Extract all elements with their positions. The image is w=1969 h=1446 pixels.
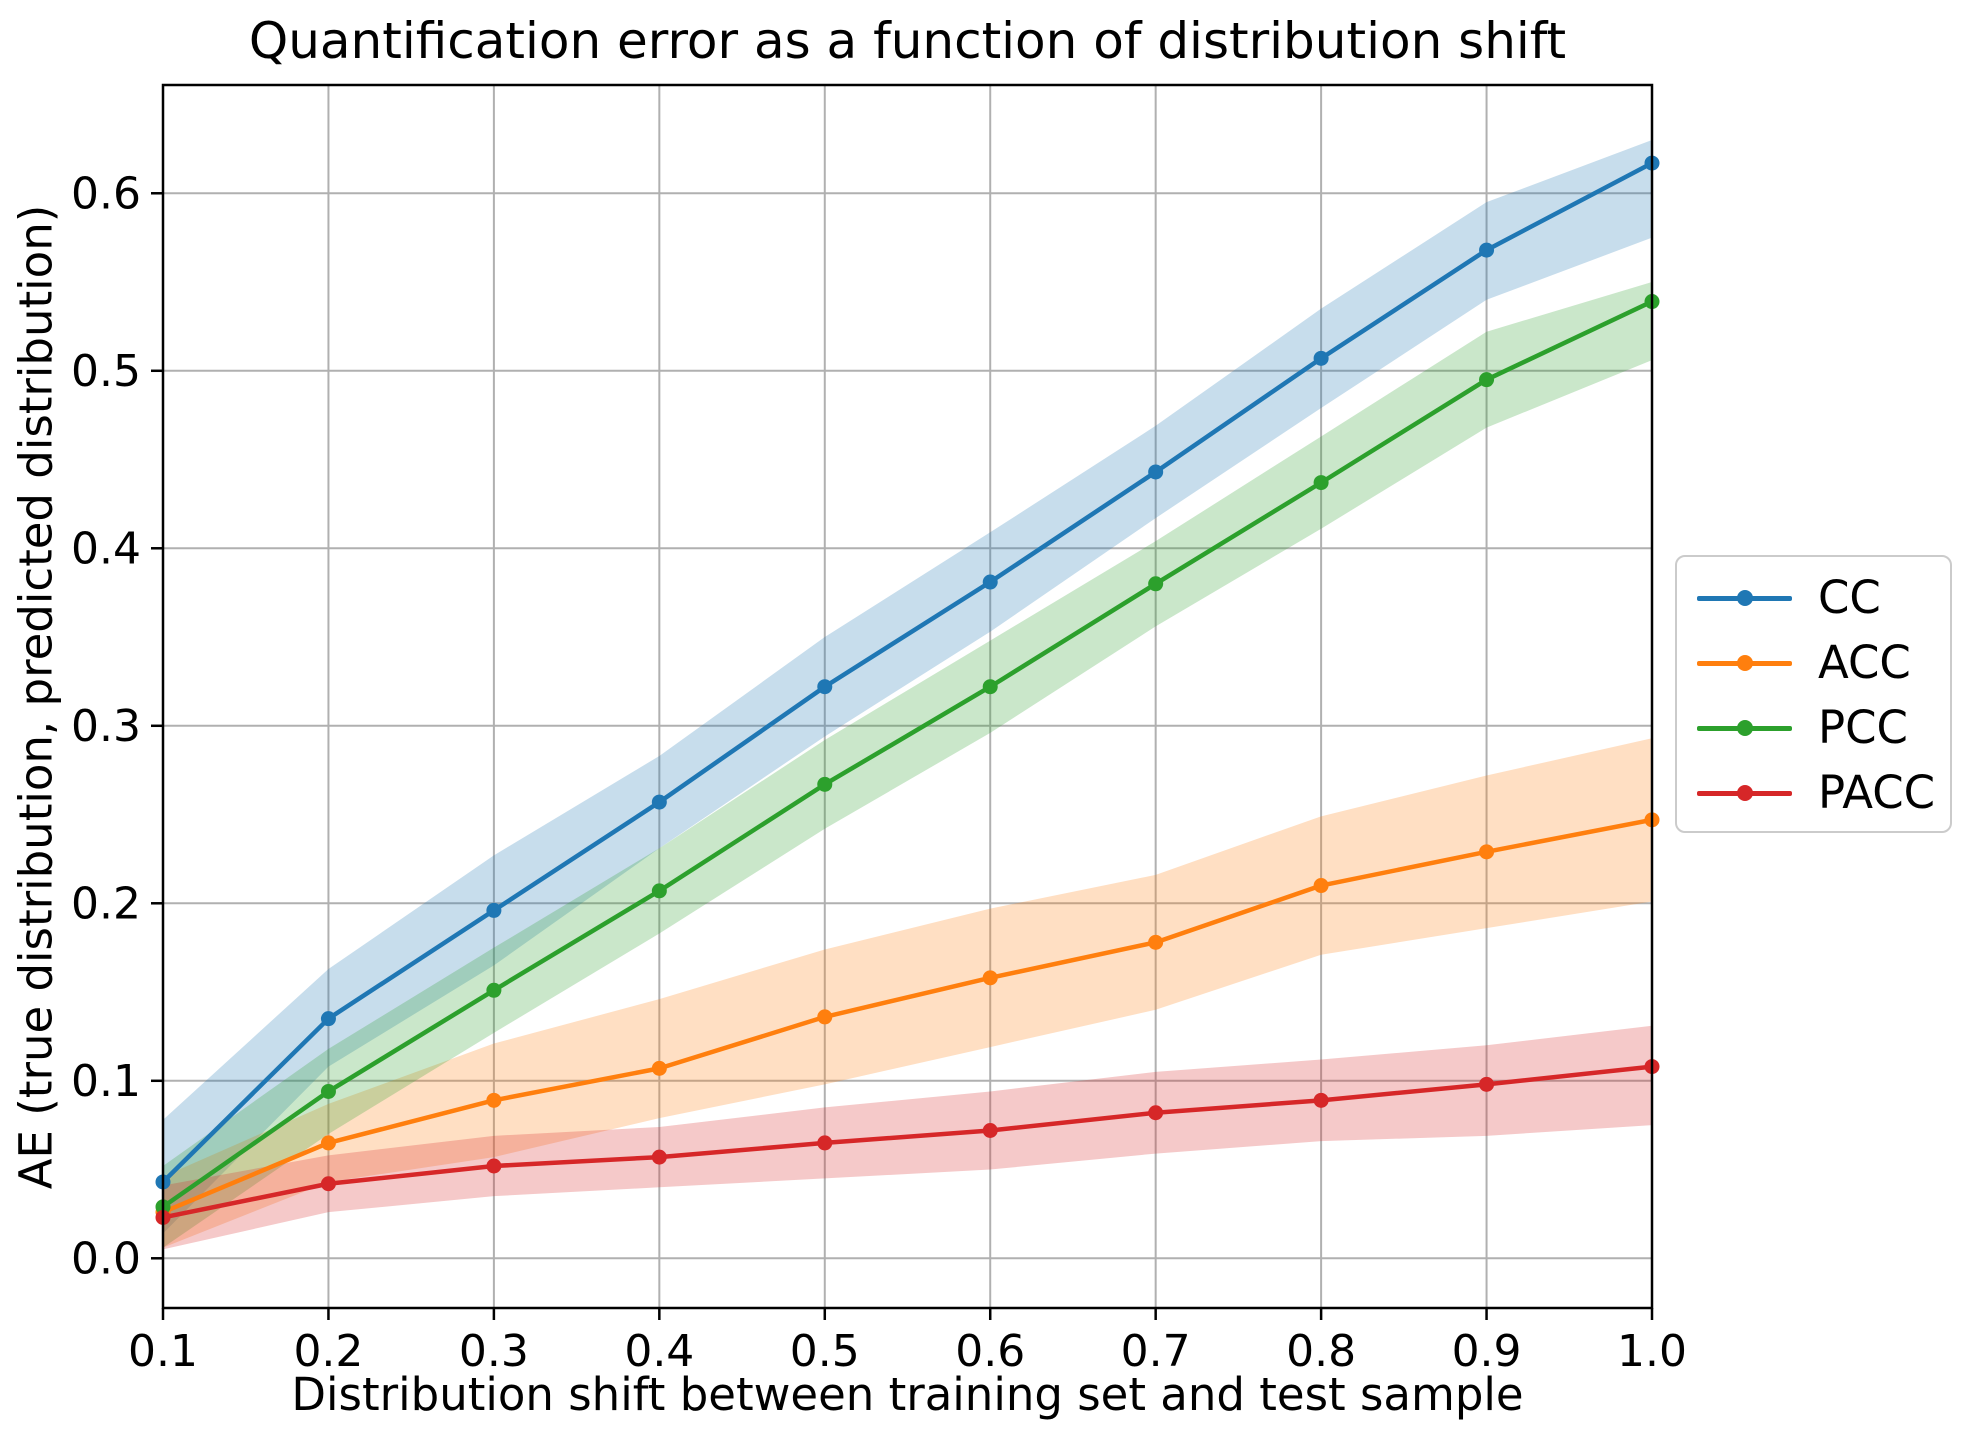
marker-ACC [1148,934,1164,950]
marker-PCC [817,776,833,792]
legend-label: ACC [1818,636,1911,689]
marker-ACC [486,1092,502,1108]
line-PCC [161,299,1653,1209]
line-CC [161,161,1654,1184]
tick-label-x: 0.5 [790,1326,860,1377]
tick-label-y: 0.4 [71,523,141,574]
marker-CC [982,574,998,590]
tick-label-y: 0.5 [71,346,141,397]
marker-PACC [651,1149,667,1165]
tick-label-x: 0.4 [624,1326,694,1377]
tick-label-x: 0.9 [1452,1326,1522,1377]
tick-label-x: 0.6 [955,1326,1025,1377]
marker-PCC [651,883,667,899]
marker-ACC [320,1135,336,1151]
marker-PACC [817,1135,833,1151]
line-PACC [162,1064,1653,1220]
tick-label-y: 0.2 [71,878,141,929]
legend-label: PACC [1818,766,1936,819]
legend-line-marker-icon [1697,589,1792,606]
legend-line-marker-icon [1697,654,1792,671]
tick-label-x: 1.0 [1617,1326,1687,1377]
marker-ACC [1479,844,1495,860]
tick-label-y: 0.3 [71,701,141,752]
tick-label-x: 0.2 [293,1326,363,1377]
marker-CC [320,1011,336,1027]
line-ACC [162,817,1653,1215]
marker-PACC [982,1122,998,1138]
tick-label-x: 0.7 [1121,1326,1191,1377]
x-axis-label: Distribution shift between training set … [291,1368,1524,1421]
axes-frame [161,83,1654,1310]
band-ACC [163,738,1652,1248]
marker-PACC [1313,1092,1329,1108]
marker-PCC [486,982,502,998]
marker-ACC [817,1009,833,1025]
marker-PCC [1479,372,1495,388]
marker-CC [1148,464,1164,480]
marker-PCC [1148,576,1164,592]
legend-row: CC [1697,565,1950,630]
tick-label-y: 0.0 [71,1233,141,1284]
marker-CC [651,794,667,810]
tick-label-y: 0.1 [71,1056,141,1107]
legend-row: PCC [1697,695,1950,760]
marker-PACC [1148,1105,1164,1121]
tick-label-x: 0.3 [459,1326,529,1377]
marker-ACC [1313,878,1329,894]
legend-label: PCC [1818,701,1908,754]
band-CC [163,140,1652,1234]
y-axis-label: AE (true distribution, predicted distrib… [9,204,63,1190]
marker-CC [1313,350,1329,366]
marker-CC [1479,242,1495,258]
marker-CC [486,902,502,918]
marker-PACC [1479,1076,1495,1092]
marker-PACC [486,1158,502,1174]
marker-PCC [1313,475,1329,491]
marker-ACC [982,970,998,986]
marker-PCC [320,1083,336,1099]
legend-row: ACC [1697,630,1950,695]
legend-row: PACC [1697,760,1950,825]
marker-PCC [982,679,998,695]
marker-ACC [651,1060,667,1076]
tick-label-x: 0.1 [128,1326,198,1377]
legend-label: CC [1818,571,1881,624]
marker-CC [817,679,833,695]
tick-label-x: 0.8 [1286,1326,1356,1377]
tick-label-y: 0.6 [71,168,141,219]
chart-title: Quantification error as a function of di… [248,12,1567,70]
legend-line-marker-icon [1697,719,1792,736]
legend: CC ACC PCC PACC [1675,555,1952,833]
band-PCC [163,282,1652,1248]
legend-line-marker-icon [1697,784,1792,801]
marker-PACC [320,1176,336,1192]
